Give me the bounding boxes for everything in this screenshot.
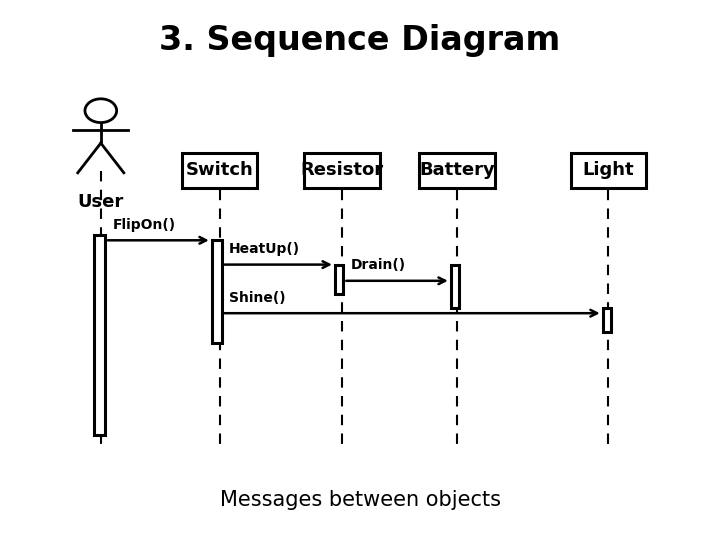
Bar <box>212 240 222 343</box>
Text: Switch: Switch <box>186 161 253 179</box>
Bar <box>571 152 647 187</box>
Text: Messages between objects: Messages between objects <box>220 489 500 510</box>
Bar <box>94 235 105 435</box>
Bar <box>335 265 343 294</box>
Bar <box>419 152 495 187</box>
Text: HeatUp(): HeatUp() <box>229 242 300 256</box>
Bar <box>181 152 258 187</box>
Bar <box>451 265 459 308</box>
Text: FlipOn(): FlipOn() <box>112 218 176 232</box>
Text: 3. Sequence Diagram: 3. Sequence Diagram <box>159 24 561 57</box>
Text: User: User <box>78 193 124 211</box>
Bar <box>603 308 611 332</box>
Bar <box>304 152 380 187</box>
Text: Shine(): Shine() <box>229 291 286 305</box>
Text: Battery: Battery <box>419 161 495 179</box>
Text: Drain(): Drain() <box>351 258 406 272</box>
Text: Resistor: Resistor <box>300 161 384 179</box>
Text: Light: Light <box>582 161 634 179</box>
